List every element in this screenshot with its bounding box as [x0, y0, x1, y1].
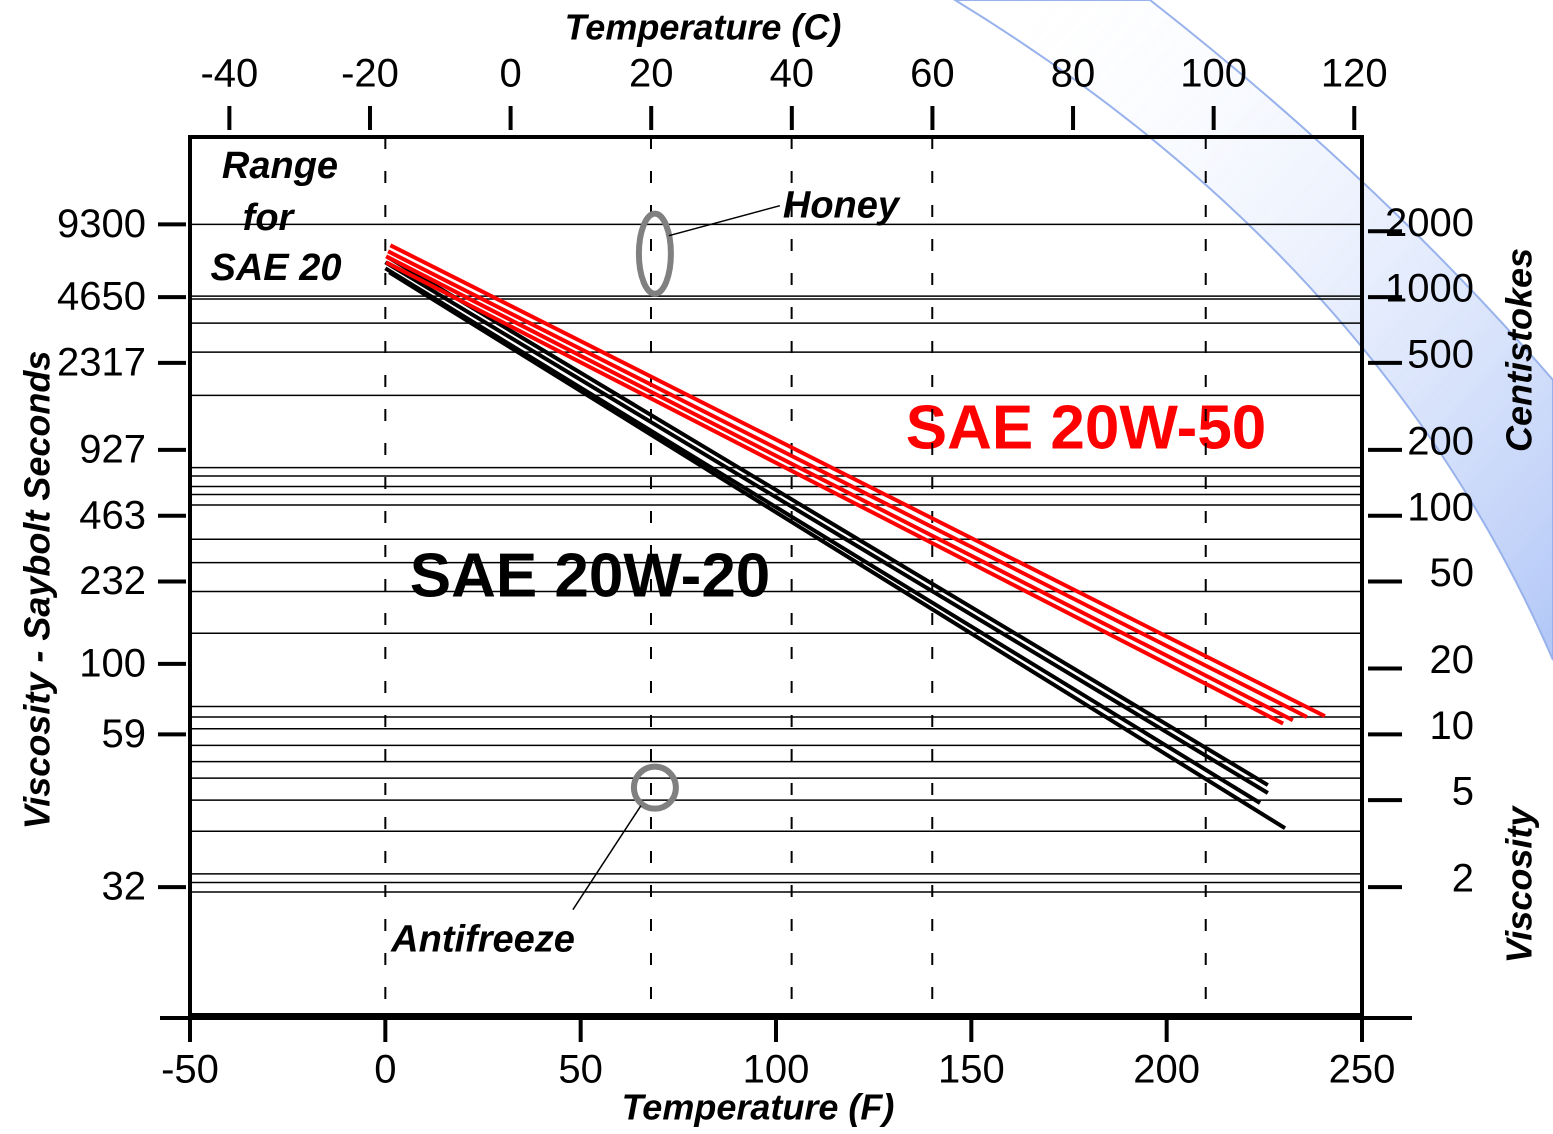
- y2-tick-label: 200: [1407, 419, 1474, 463]
- y2-tick-label: 50: [1430, 551, 1475, 595]
- x-tick-label: 100: [743, 1048, 810, 1092]
- y-tick-label: 232: [79, 559, 146, 603]
- data-line: [385, 254, 1294, 723]
- x-tick-label: 0: [374, 1048, 396, 1092]
- y2-tick-label: 2: [1452, 857, 1474, 901]
- x2-tick-label: 60: [910, 52, 955, 96]
- range-label: for: [243, 197, 296, 239]
- y-tick-label: 100: [79, 641, 146, 685]
- x-tick-label: 250: [1329, 1048, 1396, 1092]
- x2-tick-label: -20: [341, 52, 399, 96]
- x-axis-title: Temperature (F): [622, 1087, 895, 1128]
- y2-tick-label: 2000: [1385, 201, 1474, 245]
- point-label: Honey: [783, 185, 901, 227]
- x2-axis-title: Temperature (C): [565, 7, 842, 48]
- x2-tick-label: 120: [1321, 52, 1388, 96]
- range-label: Range: [222, 145, 338, 187]
- x2-tick-label: 20: [629, 52, 674, 96]
- x2-tick-label: -40: [200, 52, 258, 96]
- plot-frame: [188, 135, 1364, 1017]
- y2-tick-label: 500: [1407, 332, 1474, 376]
- y2-tick-label: 10: [1430, 704, 1475, 748]
- data-line: [387, 249, 1308, 719]
- y2-tick-label: 1000: [1385, 267, 1474, 311]
- y2-axis-title: Viscosity: [1499, 805, 1540, 964]
- data-line: [388, 270, 1287, 830]
- range-label: SAE 20: [211, 247, 342, 289]
- leader-line: [572, 805, 642, 911]
- y-tick-label: 4650: [57, 275, 146, 319]
- x2-tick-label: 80: [1051, 52, 1096, 96]
- y2-tick-label: 5: [1452, 770, 1474, 814]
- point-marker: [635, 210, 674, 297]
- x-tick-label: 200: [1133, 1048, 1200, 1092]
- y-tick-label: 59: [102, 712, 147, 756]
- x2-tick-label: 100: [1180, 52, 1247, 96]
- data-line: [385, 260, 1285, 726]
- x-tick-label: 50: [558, 1048, 603, 1092]
- y-tick-label: 927: [79, 427, 146, 471]
- x2-tick-label: 0: [499, 52, 521, 96]
- y2-axis-title: Centistokes: [1499, 248, 1540, 452]
- point-marker: [630, 763, 679, 812]
- series-label: SAE 20W-50: [906, 393, 1267, 462]
- data-line: [384, 260, 1269, 795]
- y2-tick-label: 100: [1407, 485, 1474, 529]
- y2-tick-label: 20: [1430, 638, 1475, 682]
- data-line: [387, 255, 1269, 787]
- y-axis-title: Viscosity - Saybolt Seconds: [17, 351, 58, 830]
- y-tick-label: 463: [79, 493, 146, 537]
- x2-tick-label: 40: [770, 52, 815, 96]
- x-tick-label: 150: [938, 1048, 1005, 1092]
- y-tick-label: 2317: [57, 340, 146, 384]
- point-label: Antifreeze: [390, 919, 575, 961]
- y-tick-label: 32: [102, 865, 147, 909]
- data-line: [389, 243, 1326, 719]
- data-line: [384, 266, 1262, 805]
- series-label: SAE 20W-20: [410, 541, 771, 610]
- y-tick-label: 9300: [57, 202, 146, 246]
- x-tick-label: -50: [161, 1048, 219, 1092]
- decoration-swoosh: [953, 0, 1553, 661]
- leader-line: [668, 204, 781, 237]
